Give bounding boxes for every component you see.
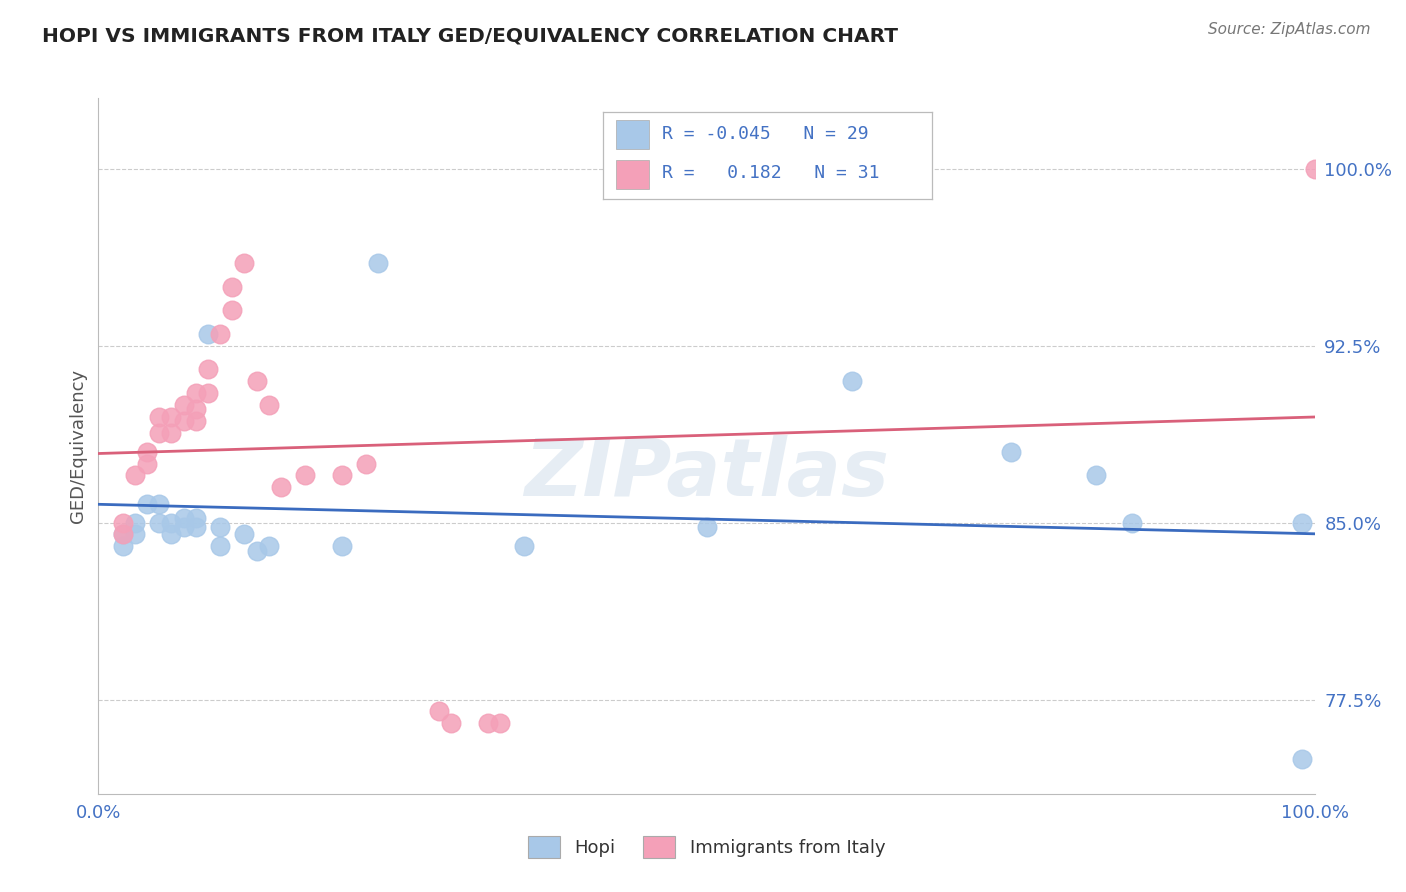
Point <box>136 497 159 511</box>
Point <box>488 716 510 731</box>
Point <box>173 398 195 412</box>
Point <box>148 497 170 511</box>
Point <box>111 527 134 541</box>
Point <box>209 539 232 553</box>
Point <box>197 362 219 376</box>
Text: ZIPatlas: ZIPatlas <box>524 434 889 513</box>
Point <box>197 326 219 341</box>
Point <box>477 716 499 731</box>
Point <box>440 716 463 731</box>
Point <box>233 256 256 270</box>
Point <box>148 516 170 530</box>
Point <box>136 445 159 459</box>
Point <box>173 520 195 534</box>
Point <box>294 468 316 483</box>
Point <box>330 539 353 553</box>
Point <box>427 704 450 718</box>
Text: HOPI VS IMMIGRANTS FROM ITALY GED/EQUIVALENCY CORRELATION CHART: HOPI VS IMMIGRANTS FROM ITALY GED/EQUIVA… <box>42 27 898 45</box>
Point <box>233 527 256 541</box>
Point <box>221 303 243 318</box>
Point <box>209 520 232 534</box>
Point <box>184 402 207 417</box>
Point <box>197 386 219 401</box>
Point <box>354 457 377 471</box>
Point <box>136 457 159 471</box>
Point <box>111 539 134 553</box>
Point <box>184 414 207 428</box>
Point <box>270 480 292 494</box>
Point <box>1084 468 1107 483</box>
Point <box>257 398 280 412</box>
Point <box>367 256 389 270</box>
Point <box>124 516 146 530</box>
Point <box>245 374 267 388</box>
Point <box>1291 516 1313 530</box>
Point <box>173 414 195 428</box>
Y-axis label: GED/Equivalency: GED/Equivalency <box>69 369 87 523</box>
Point <box>1291 751 1313 765</box>
Point <box>184 511 207 525</box>
Legend: Hopi, Immigrants from Italy: Hopi, Immigrants from Italy <box>520 829 893 865</box>
Point <box>160 527 183 541</box>
Text: Source: ZipAtlas.com: Source: ZipAtlas.com <box>1208 22 1371 37</box>
Point <box>1121 516 1143 530</box>
Point <box>160 425 183 440</box>
Point <box>513 539 536 553</box>
Point <box>1303 161 1326 176</box>
Point <box>124 468 146 483</box>
Point <box>221 280 243 294</box>
Point <box>111 527 134 541</box>
Point <box>257 539 280 553</box>
Point <box>1000 445 1022 459</box>
Point <box>148 425 170 440</box>
Point <box>245 544 267 558</box>
Point <box>184 520 207 534</box>
Point <box>184 386 207 401</box>
Point <box>696 520 718 534</box>
Point <box>209 326 232 341</box>
Point <box>841 374 863 388</box>
Point <box>124 527 146 541</box>
Point <box>330 468 353 483</box>
Point <box>160 516 183 530</box>
Point <box>173 511 195 525</box>
Point <box>160 409 183 424</box>
Point <box>148 409 170 424</box>
Point <box>111 516 134 530</box>
